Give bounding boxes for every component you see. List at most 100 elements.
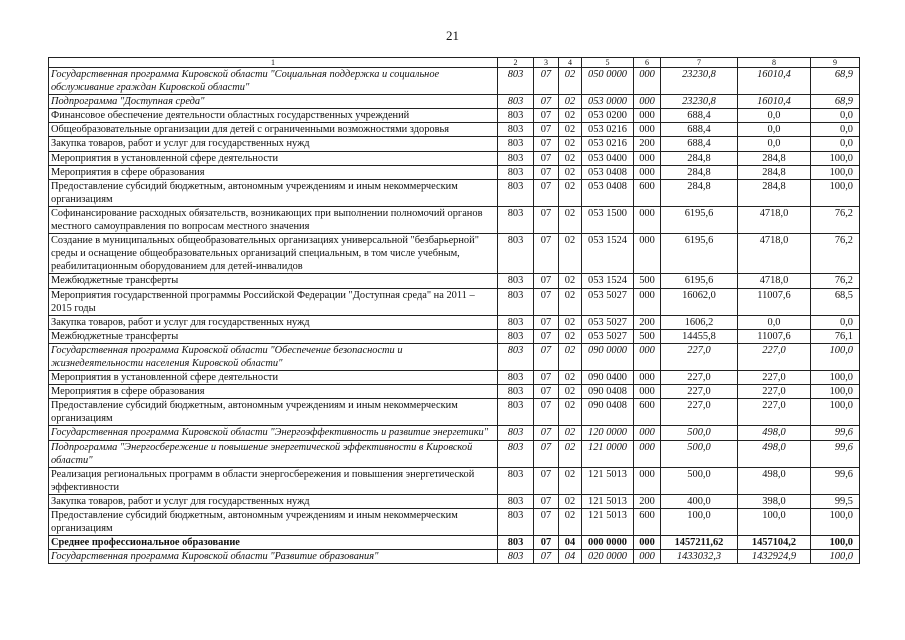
cell-section: 07 [533, 507, 559, 537]
cell-description: Предоставление субсидий бюджетным, автон… [48, 507, 498, 537]
cell-executed-amount: 227,0 [737, 398, 811, 427]
column-header-5: 5 [581, 57, 634, 68]
cell-planned-amount: 1433032,3 [660, 549, 738, 565]
cell-section: 07 [533, 328, 559, 344]
cell-planned-amount: 23230,8 [660, 66, 738, 96]
column-header-2: 2 [497, 57, 534, 68]
cell-subsection: 02 [558, 164, 582, 180]
cell-target-item: 000 0000 [581, 535, 634, 551]
cell-ministry-code: 803 [497, 425, 534, 441]
cell-execution-percent: 76,2 [810, 233, 860, 275]
cell-target-item: 090 0408 [581, 398, 634, 427]
table-row: Государственная программа Кировской обла… [48, 425, 860, 441]
cell-description: Подпрограмма "Энергосбережение и повышен… [48, 439, 498, 468]
cell-ministry-code: 803 [497, 205, 534, 235]
cell-expense-type: 200 [633, 493, 661, 510]
cell-description: Закупка товаров, работ и услуг для госуд… [48, 136, 498, 152]
cell-execution-percent: 100,0 [810, 535, 860, 551]
cell-target-item: 090 0000 [581, 342, 634, 372]
cell-executed-amount: 284,8 [737, 178, 811, 207]
cell-execution-percent: 0,0 [810, 122, 860, 138]
cell-executed-amount: 227,0 [737, 370, 811, 386]
cell-section: 07 [533, 122, 559, 138]
cell-target-item: 053 0408 [581, 164, 634, 180]
cell-ministry-code: 803 [497, 122, 534, 138]
cell-subsection: 02 [558, 425, 582, 441]
cell-executed-amount: 0,0 [737, 136, 811, 152]
cell-planned-amount: 284,8 [660, 164, 738, 180]
cell-executed-amount: 284,8 [737, 150, 811, 166]
cell-planned-amount: 500,0 [660, 425, 738, 441]
cell-subsection: 02 [558, 66, 582, 96]
cell-target-item: 120 0000 [581, 425, 634, 441]
cell-executed-amount: 0,0 [737, 122, 811, 138]
cell-execution-percent: 76,1 [810, 328, 860, 344]
cell-ministry-code: 803 [497, 178, 534, 207]
cell-execution-percent: 76,2 [810, 205, 860, 235]
cell-subsection: 02 [558, 314, 582, 330]
column-header-3: 3 [533, 57, 559, 68]
cell-target-item: 053 0000 [581, 94, 634, 110]
cell-description: Реализация региональных программ в облас… [48, 466, 498, 495]
cell-planned-amount: 227,0 [660, 384, 738, 400]
cell-section: 07 [533, 66, 559, 96]
table-row: Государственная программа Кировской обла… [48, 342, 860, 372]
table-row: Мероприятия в сфере образования 803 07 02 09… [48, 384, 860, 400]
table-row: Межбюджетные трансферты 803 07 02 053 5027 50… [48, 328, 860, 344]
cell-execution-percent: 99,6 [810, 439, 860, 468]
cell-planned-amount: 100,0 [660, 507, 738, 537]
column-header-1: 1 [48, 57, 498, 68]
cell-execution-percent: 68,9 [810, 66, 860, 96]
cell-executed-amount: 498,0 [737, 425, 811, 441]
cell-expense-type: 500 [633, 328, 661, 344]
cell-description: Государственная программа Кировской обла… [48, 342, 498, 372]
cell-executed-amount: 4718,0 [737, 205, 811, 235]
table-row: Мероприятия в установленной сфере деятел… [48, 150, 860, 166]
cell-subsection: 02 [558, 150, 582, 166]
cell-target-item: 121 5013 [581, 493, 634, 510]
table-row: Мероприятия в установленной сфере деятел… [48, 370, 860, 386]
table-row: Мероприятия в сфере образования 803 07 02 05… [48, 164, 860, 180]
cell-section: 07 [533, 178, 559, 207]
cell-executed-amount: 1432924,9 [737, 549, 811, 565]
cell-target-item: 121 5013 [581, 507, 634, 537]
cell-target-item: 053 0400 [581, 150, 634, 166]
cell-subsection: 02 [558, 493, 582, 510]
cell-description: Софинансирование расходных обязательств,… [48, 205, 498, 235]
cell-section: 07 [533, 370, 559, 386]
cell-planned-amount: 284,8 [660, 150, 738, 166]
cell-subsection: 02 [558, 370, 582, 386]
cell-description: Среднее профессиональное образование [48, 535, 498, 551]
cell-planned-amount: 1606,2 [660, 314, 738, 330]
cell-description: Межбюджетные трансферты [48, 273, 498, 289]
cell-subsection: 02 [558, 287, 582, 316]
cell-subsection: 02 [558, 108, 582, 124]
cell-execution-percent: 0,0 [810, 108, 860, 124]
table-row: Предоставление субсидий бюджетным, автон… [48, 398, 860, 427]
table-row: Государственная программа Кировской обла… [48, 549, 860, 565]
table-row: Среднее профессиональное образование 803 0… [48, 535, 860, 551]
cell-section: 07 [533, 108, 559, 124]
cell-expense-type: 000 [633, 233, 661, 275]
table-row: Закупка товаров, работ и услуг для госуд… [48, 136, 860, 152]
cell-expense-type: 200 [633, 314, 661, 330]
cell-expense-type: 000 [633, 425, 661, 441]
cell-planned-amount: 688,4 [660, 108, 738, 124]
cell-subsection: 02 [558, 136, 582, 152]
cell-target-item: 020 0000 [581, 549, 634, 565]
cell-execution-percent: 99,5 [810, 493, 860, 510]
table-row: Подпрограмма "Доступная среда" 803 07 02 053… [48, 94, 860, 110]
cell-expense-type: 200 [633, 136, 661, 152]
cell-expense-type: 000 [633, 287, 661, 316]
cell-planned-amount: 500,0 [660, 439, 738, 468]
cell-subsection: 02 [558, 122, 582, 138]
cell-expense-type: 000 [633, 122, 661, 138]
cell-ministry-code: 803 [497, 233, 534, 275]
column-header-8: 8 [737, 57, 811, 68]
table-row: Государственная программа Кировской обла… [48, 66, 860, 96]
cell-ministry-code: 803 [497, 328, 534, 344]
cell-ministry-code: 803 [497, 439, 534, 468]
table-row: Создание в муниципальных общеобразовател… [48, 233, 860, 275]
